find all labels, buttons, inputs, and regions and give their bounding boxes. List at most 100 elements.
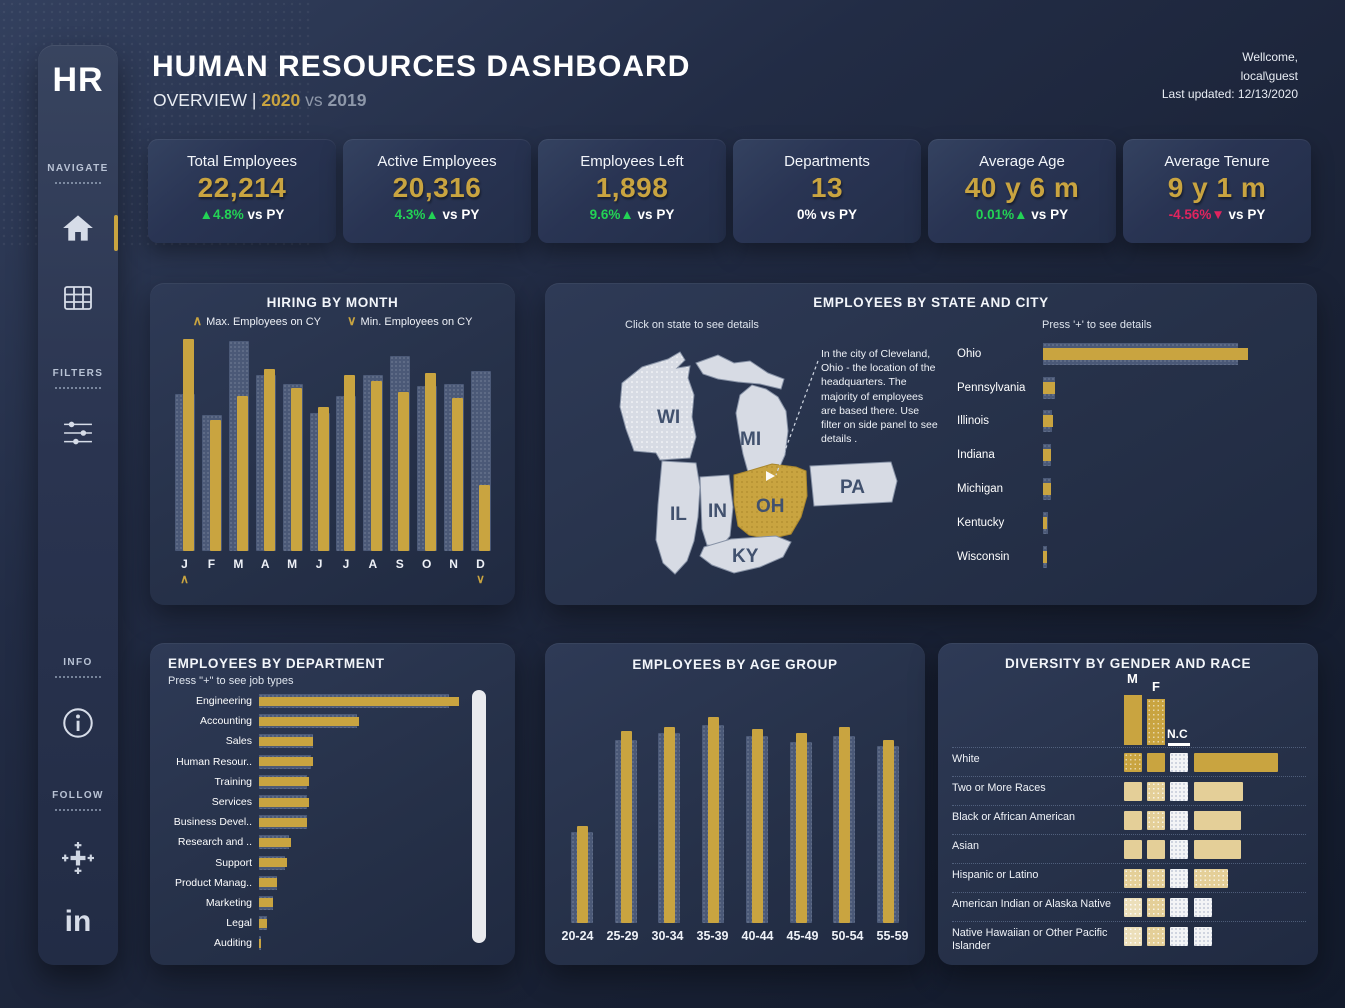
state-row[interactable]: Kentucky [957, 506, 1259, 540]
diversity-total-bar[interactable] [1194, 927, 1212, 946]
diversity-total-bar[interactable] [1194, 782, 1243, 801]
state-bar-cy[interactable] [1043, 449, 1052, 462]
state-row[interactable]: Michigan [957, 472, 1259, 506]
department-row[interactable]: Training [164, 772, 484, 792]
hiring-group-7[interactable] [335, 339, 357, 551]
department-bar-cy[interactable] [259, 736, 313, 746]
department-bar-cy[interactable] [259, 938, 261, 948]
filters-sliders-button[interactable] [38, 420, 118, 451]
map-state-kentucky[interactable] [699, 535, 792, 574]
diversity-row[interactable]: Asian [952, 834, 1306, 863]
diversity-cell-f[interactable] [1147, 811, 1165, 830]
hiring-bar-cy[interactable] [290, 387, 302, 551]
hiring-group-3[interactable] [228, 339, 249, 551]
diversity-total-bar[interactable] [1194, 898, 1212, 917]
diversity-cell-m[interactable] [1124, 782, 1142, 801]
hiring-bar-cy[interactable] [183, 339, 194, 551]
map-state-wisconsin[interactable] [619, 351, 697, 461]
diversity-cell-f[interactable] [1147, 927, 1165, 946]
department-row[interactable]: Sales [164, 731, 484, 751]
info-button[interactable] [38, 707, 118, 744]
department-bar-cy[interactable] [259, 817, 307, 827]
diversity-cell-m[interactable] [1124, 869, 1142, 888]
diversity-cell-m[interactable] [1124, 811, 1142, 830]
hiring-bar-cy[interactable] [452, 398, 464, 551]
hiring-group-1[interactable] [174, 339, 195, 551]
tableau-link[interactable] [38, 842, 118, 879]
diversity-total-bar[interactable] [1194, 840, 1242, 859]
department-bar-cy[interactable] [259, 797, 309, 807]
department-bar-cy[interactable] [259, 696, 459, 706]
state-row[interactable]: Pennsylvania [957, 371, 1259, 405]
diversity-cell-f[interactable] [1147, 753, 1165, 772]
diversity-total-bar[interactable] [1194, 869, 1229, 888]
kpi-card-6[interactable]: Average Tenure 9 y 1 m -4.56%▼ vs PY [1123, 139, 1311, 243]
department-bar-cy[interactable] [259, 858, 287, 868]
column-bar-female[interactable] [1147, 699, 1165, 745]
hiring-group-11[interactable] [443, 339, 465, 551]
department-row[interactable]: Legal [164, 913, 484, 933]
state-bar-cy[interactable] [1043, 550, 1048, 563]
map-state-pennsylvania[interactable] [809, 461, 898, 507]
state-row[interactable]: Ohio [957, 337, 1259, 371]
nav-table-button[interactable] [38, 285, 118, 316]
age-group-30-34[interactable] [654, 717, 684, 923]
map-state-illinois[interactable] [655, 460, 701, 575]
hiring-bar-cy[interactable] [344, 375, 356, 551]
diversity-row[interactable]: American Indian or Alaska Native [952, 892, 1306, 921]
age-bar-cy[interactable] [882, 739, 894, 923]
department-bar-cy[interactable] [259, 777, 309, 787]
department-bar-cy[interactable] [259, 716, 359, 726]
age-bar-cy[interactable] [664, 727, 676, 923]
diversity-cell-f[interactable] [1147, 782, 1165, 801]
department-bar-cy[interactable] [259, 757, 313, 767]
department-bar-cy[interactable] [259, 918, 267, 928]
map-state-michigan[interactable] [735, 384, 789, 479]
nav-home-button[interactable] [38, 213, 118, 248]
diversity-row[interactable]: Black or African American [952, 805, 1306, 834]
age-group-25-29[interactable] [611, 717, 641, 923]
kpi-card-4[interactable]: Departments 13 0% vs PY [733, 139, 921, 243]
hiring-group-4[interactable] [255, 339, 276, 551]
hiring-group-12[interactable] [470, 339, 491, 551]
age-bar-cy[interactable] [751, 729, 763, 923]
diversity-total-bar[interactable] [1194, 753, 1278, 772]
map-state-ohio[interactable] [733, 463, 808, 540]
department-row[interactable]: Product Manag.. [164, 873, 484, 893]
state-row[interactable]: Indiana [957, 438, 1259, 472]
state-row[interactable]: Wisconsin [957, 540, 1259, 574]
kpi-card-5[interactable]: Average Age 40 y 6 m 0.01%▲ vs PY [928, 139, 1116, 243]
state-row[interactable]: Illinois [957, 405, 1259, 439]
age-group-35-39[interactable] [698, 717, 728, 923]
diversity-cell-f[interactable] [1147, 840, 1165, 859]
hiring-group-10[interactable] [416, 339, 438, 551]
hiring-bar-cy[interactable] [425, 372, 437, 551]
state-bar-cy[interactable] [1043, 516, 1048, 529]
hiring-bar-cy[interactable] [236, 396, 248, 551]
hiring-group-2[interactable] [201, 339, 222, 551]
diversity-cell-f[interactable] [1147, 898, 1165, 917]
hiring-bar-cy[interactable] [398, 392, 410, 551]
diversity-row[interactable]: Native Hawaiian or Other Pacific Islande… [952, 921, 1306, 954]
department-row[interactable]: Auditing [164, 933, 484, 953]
state-bar-cy[interactable] [1043, 347, 1248, 360]
department-row[interactable]: Marketing [164, 893, 484, 913]
department-bar-cy[interactable] [259, 898, 273, 908]
age-group-55-59[interactable] [873, 717, 903, 923]
department-bar-cy[interactable] [259, 878, 277, 888]
diversity-total-bar[interactable] [1194, 811, 1242, 830]
diversity-cell-m[interactable] [1124, 898, 1142, 917]
state-bar-cy[interactable] [1043, 381, 1056, 394]
hiring-group-6[interactable] [309, 339, 330, 551]
hiring-bar-cy[interactable] [371, 381, 383, 551]
hiring-bar-cy[interactable] [209, 419, 221, 551]
hiring-bar-cy[interactable] [263, 368, 275, 551]
diversity-cell-nc[interactable] [1170, 898, 1188, 917]
hiring-group-9[interactable] [389, 339, 411, 551]
diversity-cell-nc[interactable] [1170, 782, 1188, 801]
hiring-bar-cy[interactable] [478, 485, 490, 551]
diversity-cell-nc[interactable] [1170, 869, 1188, 888]
linkedin-link[interactable]: in [38, 907, 118, 937]
age-bar-cy[interactable] [620, 731, 632, 923]
kpi-card-2[interactable]: Active Employees 20,316 4.3%▲ vs PY [343, 139, 531, 243]
